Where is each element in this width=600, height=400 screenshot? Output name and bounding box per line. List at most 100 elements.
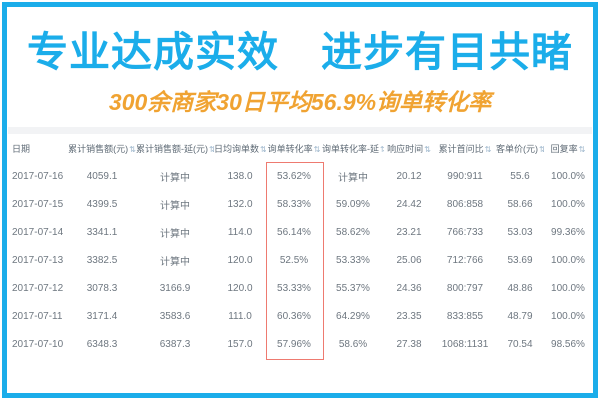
header-cell-0: 日期 <box>8 142 68 155</box>
sort-icon[interactable]: ⇅ <box>129 144 136 154</box>
table-cell: 55.37% <box>336 282 370 294</box>
table-cell: 计算中 <box>160 200 190 212</box>
header-label: 日均询单数 <box>214 143 260 154</box>
table-cell: 100.0% <box>551 282 585 294</box>
table-cell: 53.03 <box>507 226 533 238</box>
table-cell: 60.36% <box>277 310 311 322</box>
header-cell-5[interactable]: 询单转化率-延⇅ <box>322 142 384 155</box>
table-cell: 23.21 <box>396 226 422 238</box>
table-cell: 100.0% <box>551 310 585 322</box>
table-header-row: 日期 累计销售额(元)⇅ 累计销售额-延(元)⇅ 日均询单数⇅ 询单转化率⇅ 询单转化率-… <box>8 134 592 162</box>
table-cell: 4059.1 <box>86 170 118 182</box>
table-cell: 计算中 <box>160 256 190 268</box>
sort-icon[interactable]: ⇅ <box>380 144 384 154</box>
table-cell: 57.96% <box>277 338 311 350</box>
table-cell: 132.0 <box>227 198 253 210</box>
table-cell: 23.35 <box>396 310 422 322</box>
table-cell: 4399.5 <box>86 198 118 210</box>
table-cell: 2017-07-16 <box>12 170 64 182</box>
table-row: 2017-07-10 6348.3 6387.3 157.0 57.96% 58.6% 27… <box>8 330 592 358</box>
table-cell: 111.0 <box>228 310 252 322</box>
metrics-table: 日期 累计销售额(元)⇅ 累计销售额-延(元)⇅ 日均询单数⇅ 询单转化率⇅ 询单转化率-… <box>8 127 592 360</box>
table-cell: 58.6% <box>338 338 368 350</box>
header-label: 客单价(元) <box>496 143 538 154</box>
table-cell: 138.0 <box>227 170 253 182</box>
table-row: 2017-07-15 4399.5 计算中 132.0 58.33% 59.09% 24.4… <box>8 190 592 218</box>
header-label: 日期 <box>12 143 31 154</box>
table-row: 2017-07-16 4059.1 计算中 138.0 53.62% 计算中 20.12 99… <box>8 162 592 190</box>
table-top-strip <box>8 127 592 134</box>
header-cell-4[interactable]: 询单转化率⇅ <box>266 142 322 155</box>
table-cell: 58.66 <box>507 198 533 210</box>
table-cell: 6348.3 <box>86 338 118 350</box>
table-cell: 48.86 <box>507 282 533 294</box>
table-cell: 100.0% <box>551 254 585 266</box>
table-cell: 计算中 <box>338 172 368 184</box>
table-cell: 806:858 <box>446 198 484 210</box>
table-cell: 100.0% <box>551 198 585 210</box>
table-cell: 25.06 <box>396 254 422 266</box>
table-cell: 766:733 <box>446 226 484 238</box>
header-cell-2[interactable]: 累计销售额-延(元)⇅ <box>136 142 214 155</box>
table-row: 2017-07-11 3171.4 3583.6 111.0 60.36% 64.29% 2… <box>8 302 592 330</box>
table-cell: 24.42 <box>396 198 422 210</box>
table-cell: 3078.3 <box>86 282 118 294</box>
header-cell-3[interactable]: 日均询单数⇅ <box>214 142 266 155</box>
table-cell: 58.62% <box>336 226 370 238</box>
header-label: 回复率 <box>550 143 578 154</box>
header-cell-8[interactable]: 客单价(元)⇅ <box>496 142 544 155</box>
table-body: 2017-07-16 4059.1 计算中 138.0 53.62% 计算中 20.12 99… <box>8 162 592 358</box>
sort-icon[interactable]: ⇅ <box>260 144 266 154</box>
header-label: 累计销售额(元) <box>68 143 129 154</box>
table-cell: 56.14% <box>277 226 311 238</box>
banner-title: 专业达成实效 进步有目共睹 <box>27 29 573 75</box>
table-cell: 3341.1 <box>86 226 118 238</box>
table-cell: 53.69 <box>507 254 533 266</box>
sort-icon[interactable]: ⇅ <box>313 144 321 154</box>
table-cell: 98.56% <box>551 338 585 350</box>
header-cell-9[interactable]: 回复率⇅ <box>544 142 592 155</box>
table-cell: 2017-07-11 <box>12 310 63 322</box>
table-row: 2017-07-14 3341.1 计算中 114.0 56.14% 58.62% 23.2… <box>8 218 592 246</box>
header-label: 响应时间 <box>387 143 424 154</box>
table-cell: 3166.9 <box>159 282 191 294</box>
table-cell: 2017-07-15 <box>12 198 64 210</box>
table-cell: 2017-07-14 <box>12 226 64 238</box>
table-cell: 计算中 <box>160 228 190 240</box>
table-cell: 6387.3 <box>159 338 191 350</box>
header-label: 累计销售额-延(元) <box>136 143 208 154</box>
table-cell: 计算中 <box>160 172 190 184</box>
sort-icon[interactable]: ⇅ <box>578 144 586 154</box>
table-cell: 2017-07-13 <box>12 254 64 266</box>
banner-subtitle: 300余商家30日平均56.9%询单转化率 <box>108 89 492 115</box>
table-cell: 114.0 <box>227 226 253 238</box>
table-cell: 990:911 <box>447 170 483 182</box>
sort-icon[interactable]: ⇅ <box>539 144 544 154</box>
table-cell: 52.5% <box>279 254 309 266</box>
header-cell-6[interactable]: 响应时间⇅ <box>384 142 434 155</box>
header-cell-7[interactable]: 累计首问比⇅ <box>434 142 496 155</box>
table-cell: 120.0 <box>227 254 253 266</box>
table-cell: 2017-07-12 <box>12 282 64 294</box>
sort-icon[interactable]: ⇅ <box>424 144 431 154</box>
table-cell: 712:766 <box>446 254 484 266</box>
table-cell: 2017-07-10 <box>12 338 64 350</box>
sort-icon[interactable]: ⇅ <box>484 144 492 154</box>
header-label: 询单转化率 <box>267 143 313 154</box>
table-cell: 1068:1131 <box>441 338 489 350</box>
sort-icon[interactable]: ⇅ <box>209 144 214 154</box>
table-cell: 58.33% <box>277 198 311 210</box>
table-cell: 99.36% <box>551 226 585 238</box>
table-cell: 833:855 <box>446 310 484 322</box>
table-cell: 800:797 <box>446 282 484 294</box>
table-cell: 3583.6 <box>159 310 191 322</box>
table-row: 2017-07-13 3382.5 计算中 120.0 52.5% 53.33% 25.06… <box>8 246 592 274</box>
table-cell: 24.36 <box>396 282 422 294</box>
table-cell: 157.0 <box>227 338 253 350</box>
table-cell: 48.79 <box>507 310 533 322</box>
table-cell: 3171.4 <box>86 310 118 322</box>
table-cell: 3382.5 <box>86 254 118 266</box>
table-cell: 100.0% <box>551 170 585 182</box>
header-cell-1[interactable]: 累计销售额(元)⇅ <box>68 142 136 155</box>
